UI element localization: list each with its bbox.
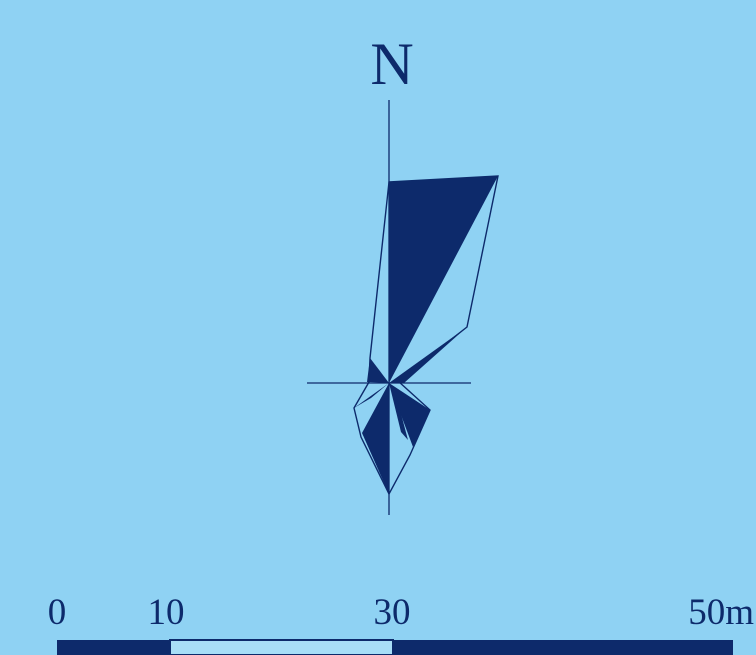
north-label: N (370, 31, 413, 97)
rose-petal-southeast (389, 383, 430, 447)
rose-petal-south-southeast (389, 383, 408, 440)
scale-labels: 0 10 30 50m (48, 592, 754, 633)
scale-label-10: 10 (148, 592, 185, 633)
rose-petal-west-southwest (354, 383, 389, 408)
scale-label-0: 0 (48, 592, 67, 633)
rose-petal-north (389, 176, 498, 383)
rose-petal-northwest (367, 358, 389, 383)
rose-petal-south-southwest (362, 383, 389, 494)
rose-petals (354, 176, 498, 494)
scale-bar (57, 639, 733, 655)
scale-segment-dark-2 (393, 640, 733, 655)
rose-petal-northeast (389, 327, 467, 383)
scale-segment-dark-1 (57, 640, 170, 655)
scale-label-30: 30 (374, 592, 411, 633)
scale-label-50m: 50m (688, 592, 754, 633)
scale-segment-light (169, 639, 394, 655)
